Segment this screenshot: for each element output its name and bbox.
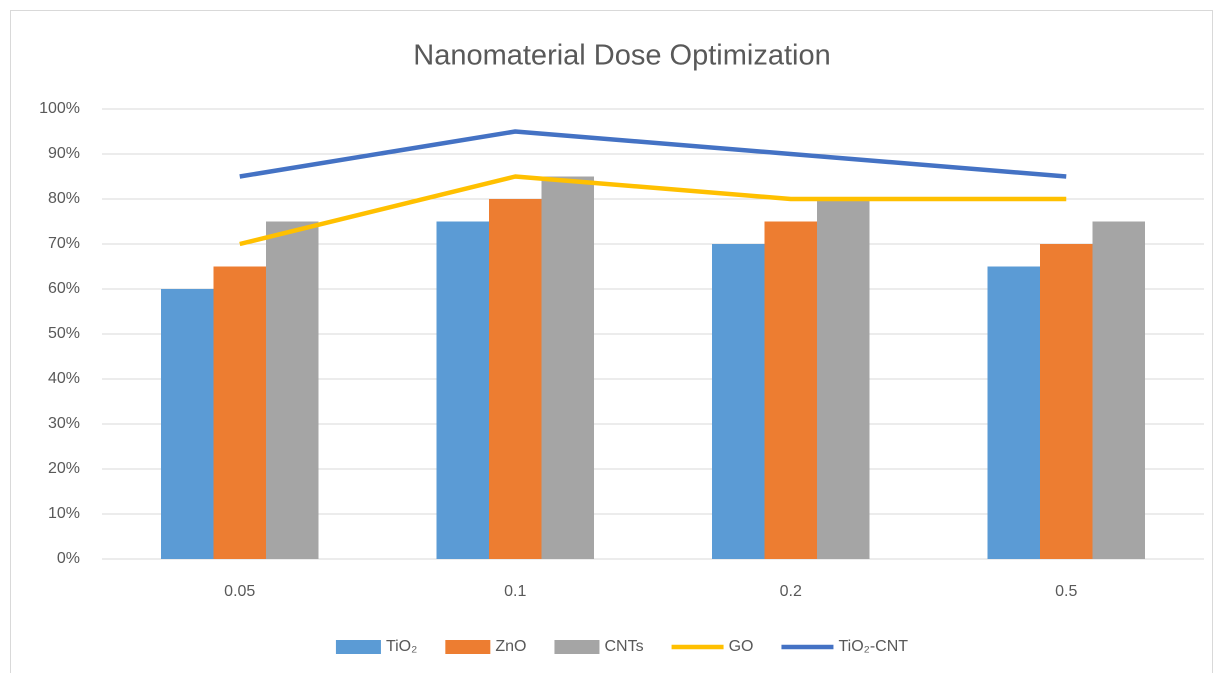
- y-tick-label: 40%: [48, 370, 80, 387]
- line-series: [239, 129, 1067, 179]
- y-tick-label: 20%: [48, 460, 80, 477]
- legend-label: TiO₂-CNT: [838, 638, 908, 655]
- y-tick-label: 0%: [57, 550, 80, 567]
- bar: [764, 221, 817, 559]
- x-tick-label: 0.05: [224, 583, 255, 600]
- y-tick-label: 100%: [39, 100, 80, 117]
- legend-swatch: [445, 640, 491, 654]
- y-tick-label: 50%: [48, 325, 80, 342]
- bar: [489, 199, 542, 559]
- y-tick-label: 60%: [48, 280, 80, 297]
- y-tick-label: 90%: [48, 145, 80, 162]
- bar: [1092, 221, 1145, 559]
- x-tick-label: 0.2: [780, 583, 802, 600]
- bar: [1040, 244, 1093, 559]
- chart-title: Nanomaterial Dose Optimization: [413, 40, 830, 72]
- legend-label: CNTs: [604, 638, 643, 655]
- bar: [541, 176, 594, 559]
- legend-label: TiO₂: [386, 638, 417, 655]
- bar: [161, 289, 214, 559]
- bar: [817, 199, 870, 559]
- y-tick-label: 10%: [48, 505, 80, 522]
- y-tick-label: 30%: [48, 415, 80, 432]
- bar: [712, 244, 765, 559]
- bar: [987, 266, 1040, 559]
- legend-label: GO: [729, 638, 754, 655]
- legend-swatch: [554, 640, 600, 654]
- line-series: [239, 174, 1067, 247]
- bar: [266, 221, 319, 559]
- y-tick-label: 70%: [48, 235, 80, 252]
- x-tick-label: 0.5: [1055, 583, 1077, 600]
- bar: [436, 221, 489, 559]
- y-tick-label: 80%: [48, 190, 80, 207]
- x-tick-label: 0.1: [504, 583, 526, 600]
- legend-label: ZnO: [495, 638, 526, 655]
- legend-swatch: [335, 640, 381, 654]
- bar: [213, 266, 266, 559]
